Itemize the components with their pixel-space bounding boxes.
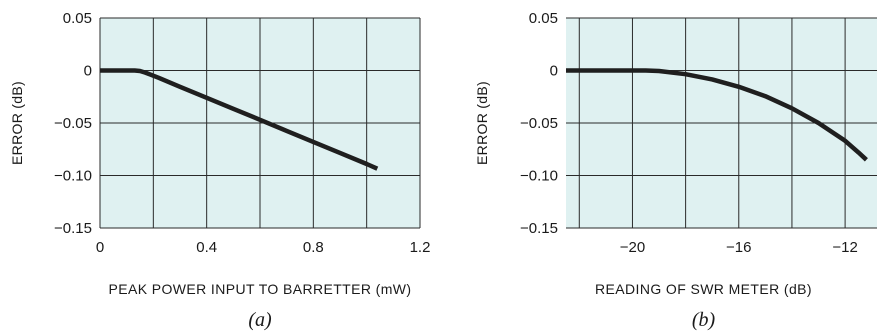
caption-a: (a)	[248, 309, 272, 331]
y-tick-label: −0.05	[520, 115, 558, 132]
x-axis-label-b: READING OF SWR METER (dB)	[595, 281, 812, 297]
x-tick-label: −16	[726, 239, 751, 256]
y-ticks-a: 0.05 0 −0.05 −0.10 −0.15	[54, 10, 92, 237]
caption-b: (b)	[692, 309, 716, 331]
x-ticks-b: −20 −16 −12	[620, 239, 858, 256]
y-tick-label: 0.05	[529, 10, 558, 27]
chart-panel-a: 0.05 0 −0.05 −0.10 −0.15 0 0.4 0.8 1.2 ERROR (d…	[9, 10, 430, 331]
y-tick-label: 0	[84, 63, 92, 80]
x-tick-label: 0	[96, 239, 104, 256]
y-tick-label: −0.10	[520, 168, 558, 185]
y-tick-label: 0	[550, 63, 558, 80]
x-tick-label: −20	[620, 239, 645, 256]
y-tick-label: −0.05	[54, 115, 92, 132]
x-tick-label: 0.4	[196, 239, 217, 256]
y-tick-label: 0.05	[63, 10, 92, 27]
error-curve-b	[566, 68, 868, 162]
y-tick-label: −0.10	[54, 168, 92, 185]
x-axis-label-a: PEAK POWER INPUT TO BARRETTER (mW)	[109, 281, 412, 297]
chart-panel-b: 0.05 0 −0.05 −0.10 −0.15 −20 −16 −12 ERROR (dB…	[474, 10, 877, 331]
x-tick-label: 0.8	[303, 239, 324, 256]
x-tick-label: 1.2	[410, 239, 431, 256]
y-ticks-b: 0.05 0 −0.05 −0.10 −0.15	[520, 10, 558, 237]
error-curve-a	[100, 68, 379, 171]
grid-a	[99, 17, 421, 229]
x-tick-label: −12	[832, 239, 857, 256]
x-ticks-a: 0 0.4 0.8 1.2	[96, 239, 431, 256]
y-tick-label: −0.15	[520, 220, 558, 237]
y-axis-label-a: ERROR (dB)	[9, 81, 25, 165]
y-tick-label: −0.15	[54, 220, 92, 237]
y-axis-label-b: ERROR (dB)	[474, 81, 490, 165]
